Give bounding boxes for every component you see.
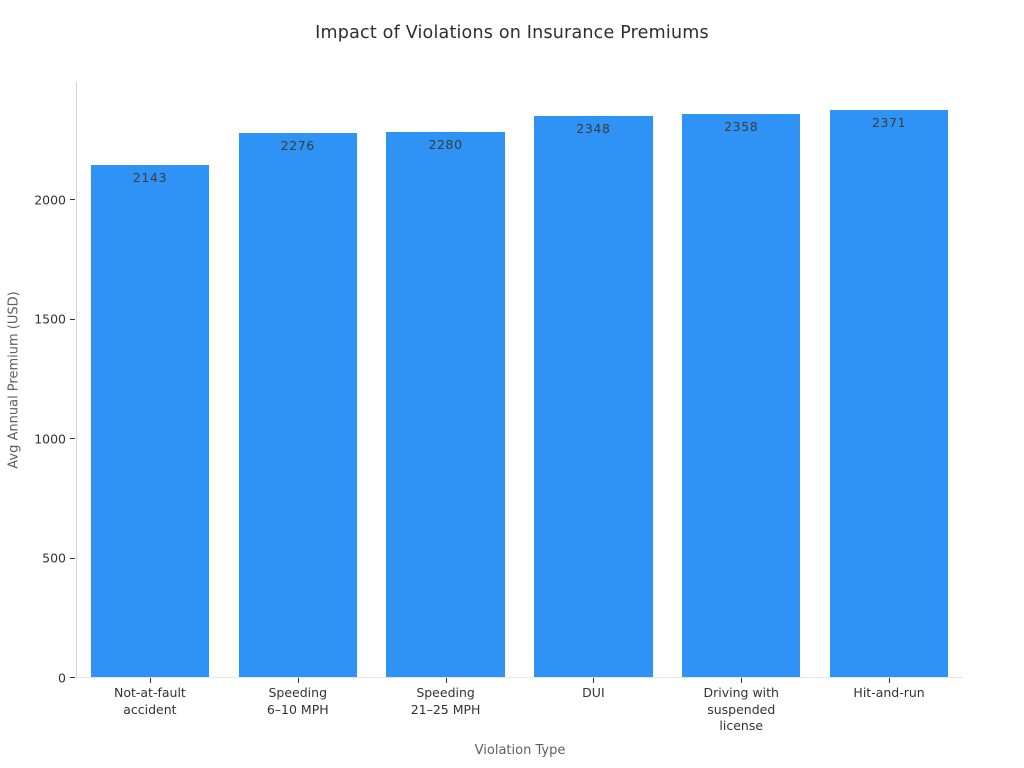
x-axis-title: Violation Type (474, 743, 566, 758)
y-tick-mark (70, 438, 75, 440)
y-tick-mark (70, 677, 75, 678)
x-axis-category-label: DUI (582, 685, 605, 700)
y-tick-label: 0 (58, 670, 66, 685)
bar-value-label: 2358 (724, 118, 759, 134)
y-tick-label: 1000 (34, 431, 66, 447)
x-tick-mark (445, 678, 447, 683)
bar: 2358 (682, 113, 801, 677)
bar: 2143 (90, 164, 210, 677)
bar-value-label: 2143 (132, 169, 168, 185)
bar-value-label: 2276 (280, 138, 315, 154)
chart-title: Impact of Violations on Insurance Premiu… (315, 23, 709, 43)
bar: 2276 (238, 133, 357, 677)
y-tick-label: 500 (42, 550, 66, 566)
bar: 2280 (386, 132, 505, 677)
bar-value-label: 2371 (871, 115, 907, 131)
x-axis-category-label: Speeding 21–25 MPH (410, 685, 481, 717)
y-tick-mark (70, 199, 75, 201)
y-axis-spine (76, 82, 77, 678)
bar-value-label: 2280 (428, 137, 463, 153)
y-tick-mark (70, 557, 75, 559)
x-tick-mark (149, 678, 151, 683)
bar-value-label: 2348 (576, 120, 611, 136)
bar: 2348 (534, 115, 653, 677)
x-axis-spine (76, 677, 963, 678)
y-tick-label: 1500 (34, 311, 66, 327)
y-tick-label: 2000 (34, 192, 66, 208)
x-axis-category-label: Driving with suspended license (703, 685, 779, 733)
x-axis-category-label: Speeding 6–10 MPH (266, 685, 329, 717)
x-tick-mark (297, 678, 299, 683)
x-tick-mark (741, 678, 743, 683)
x-tick-mark (889, 678, 891, 683)
x-axis-category-label: Hit-and-run (853, 685, 925, 700)
y-tick-mark (70, 318, 75, 320)
x-tick-mark (593, 678, 595, 683)
x-axis-category-label: Not-at-fault accident (113, 685, 186, 717)
bar: 2371 (829, 110, 949, 677)
